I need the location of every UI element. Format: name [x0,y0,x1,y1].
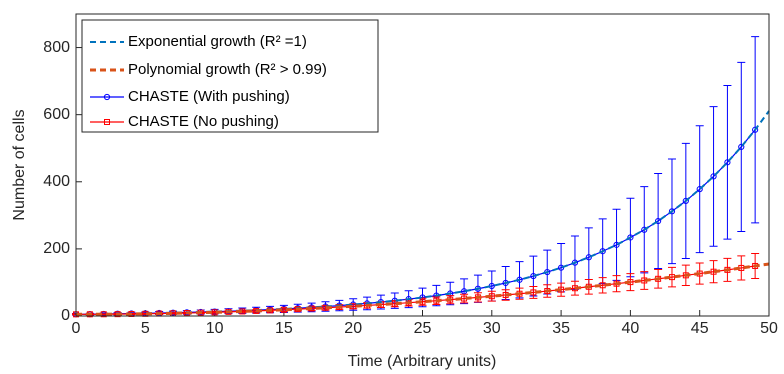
legend-label: Exponential growth (R² =1) [128,33,307,50]
legend: Exponential growth (R² =1) Polynomial gro… [81,19,379,133]
x-tick-label: 0 [72,320,81,337]
y-tick-label: 0 [61,307,70,324]
marker [599,248,606,255]
x-tick-label: 30 [483,320,501,337]
legend-label: CHASTE (With pushing) [128,88,290,105]
axes-box [75,13,770,317]
x-tick-label: 15 [275,320,293,337]
legend-marker [103,93,111,101]
series-line [75,262,770,316]
marker [613,241,620,248]
legend-label: CHASTE (No pushing) [128,113,279,130]
x-axis-label: Time (Arbitrary units) [348,353,497,370]
marker [668,208,676,215]
marker [627,234,634,241]
x-tick-label: 45 [691,320,709,337]
x-tick-label: 35 [552,320,570,337]
x-tick-label: 40 [622,320,640,337]
marker [641,226,648,233]
y-tick-label: 800 [43,39,70,56]
x-tick-label: 20 [344,320,362,337]
marker [655,217,662,225]
marker [738,143,745,150]
y-tick-label: 400 [43,173,70,190]
marker [585,254,592,261]
marker [696,186,703,193]
y-tick-label: 600 [43,106,70,123]
y-tick-label: 200 [43,240,70,257]
x-tick-label: 25 [414,320,432,337]
y-axis-label: Number of cells [11,109,28,220]
x-tick-label: 5 [141,320,150,337]
legend-label: Polynomial growth (R² > 0.99) [128,61,327,78]
marker [710,173,717,180]
marker [752,126,759,133]
marker [724,159,731,166]
marker [682,197,689,205]
legend-marker [104,119,110,125]
x-tick-label: 50 [760,320,778,337]
series [75,262,770,316]
legend-box [81,19,379,133]
x-tick-label: 10 [206,320,224,337]
